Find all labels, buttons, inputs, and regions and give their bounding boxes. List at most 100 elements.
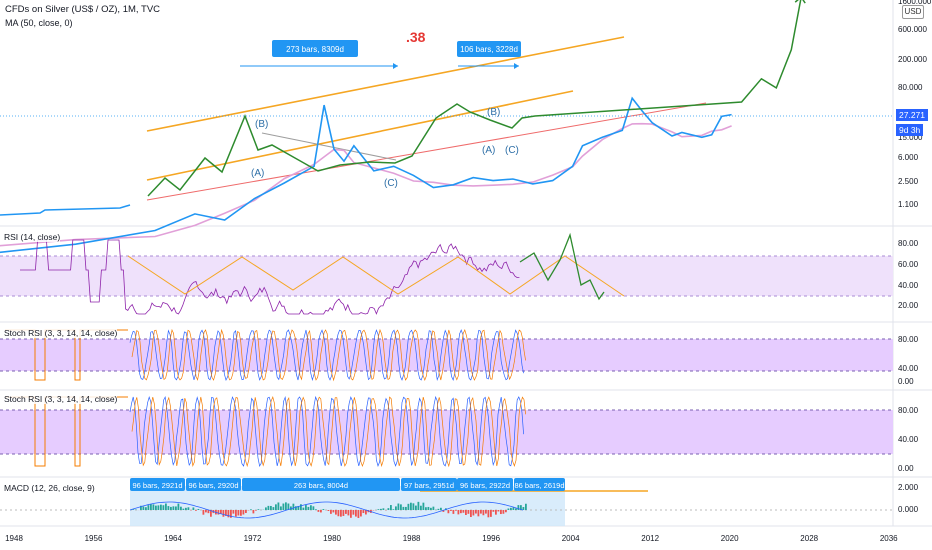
macd-range-box-2 xyxy=(185,486,241,526)
macd-bar xyxy=(250,509,252,510)
macd-bar xyxy=(175,506,177,510)
correction-trend-line xyxy=(261,132,397,161)
macd-bar xyxy=(417,501,420,510)
macd-bar xyxy=(145,507,147,510)
macd-bar xyxy=(475,510,477,514)
macd-bar xyxy=(522,506,525,510)
macd-bar xyxy=(237,510,240,516)
macd-bar xyxy=(352,510,355,515)
symbol-title[interactable]: CFDs on Silver (US$ / OZ), 1M, TVC xyxy=(5,4,161,15)
macd-bar xyxy=(517,505,520,510)
macd-bar xyxy=(252,510,255,514)
ma-legend[interactable]: MA (50, close, 0) xyxy=(5,18,73,28)
macd-range-box-3 xyxy=(241,486,400,526)
macd-bar xyxy=(257,509,260,510)
macd-bar xyxy=(195,510,197,511)
macd-range-label-text: 96 bars, 2920d xyxy=(188,481,238,490)
stoch2-tick-label: 40.00 xyxy=(898,435,919,444)
price-series xyxy=(0,96,732,254)
stoch2-tick-label: 80.00 xyxy=(898,406,919,415)
range-arrow-2 xyxy=(458,63,519,69)
macd-bar xyxy=(157,505,160,510)
stoch2-layer-d-line xyxy=(131,396,526,468)
time-tick-label: 2012 xyxy=(641,534,659,543)
macd-bar xyxy=(227,510,230,518)
wave-label-c2: (C) xyxy=(505,145,519,156)
last-price-tag: 27.271 xyxy=(896,109,928,121)
time-tick-label: 2028 xyxy=(800,534,818,543)
macd-bar xyxy=(245,510,247,513)
macd-bar xyxy=(230,510,232,518)
wave-labels: (B) (A) (C) (B) (A) (C) xyxy=(251,107,519,189)
macd-bar xyxy=(380,508,382,510)
macd-bar xyxy=(220,510,222,514)
macd-bar xyxy=(140,505,142,510)
projection-arrowhead xyxy=(794,0,806,4)
macd-bar xyxy=(377,509,380,510)
rsi-zigzag xyxy=(127,255,625,297)
macd-bar xyxy=(162,505,165,510)
currency-badge[interactable]: USD xyxy=(902,5,924,19)
macd-bar xyxy=(132,509,135,510)
channel-upper-line xyxy=(146,36,625,132)
stoch1-pane-title[interactable]: Stoch RSI (3, 3, 14, 14, close) xyxy=(4,328,118,338)
time-tick-label: 2004 xyxy=(562,534,580,543)
rsi-pane-title[interactable]: RSI (14, close) xyxy=(4,232,61,242)
macd-bar xyxy=(192,507,195,510)
macd-bar xyxy=(495,510,497,515)
countdown-tag: 9d 3h xyxy=(896,124,924,136)
macd-bar xyxy=(360,510,362,517)
macd-bar xyxy=(420,505,422,510)
macd-range-label-bg xyxy=(457,478,513,491)
macd-bar xyxy=(267,505,270,510)
macd-bar xyxy=(167,506,170,510)
fib-level-label: .38 xyxy=(406,29,426,45)
time-tick-label: 1980 xyxy=(323,534,341,543)
macd-bar xyxy=(437,508,440,510)
price-tick-label: 600.000 xyxy=(898,25,927,34)
macd-bar xyxy=(502,510,505,514)
macd-bar xyxy=(305,505,307,510)
macd-bar xyxy=(457,510,460,515)
macd-bar xyxy=(282,503,285,510)
rsi-line xyxy=(20,239,520,315)
macd-bar xyxy=(430,507,432,510)
macd-bar xyxy=(365,510,367,515)
macd-range-box-4 xyxy=(400,486,457,526)
macd-range-label-bg xyxy=(514,478,565,491)
macd-bar xyxy=(482,510,485,516)
price-line-early xyxy=(0,204,131,216)
time-tick-label: 1964 xyxy=(164,534,182,543)
macd-bar xyxy=(387,508,390,510)
rsi-tick-label: 20.00 xyxy=(898,301,919,310)
stoch2-band xyxy=(0,410,893,454)
channel-middle-line xyxy=(146,90,574,181)
macd-bar xyxy=(232,510,235,514)
price-tick-label: 80.000 xyxy=(898,83,923,92)
macd-bar xyxy=(197,508,200,510)
macd-range-label-text: 86 bars, 2619d xyxy=(514,481,564,490)
macd-bar xyxy=(357,510,360,518)
price-tick-label: 1.100 xyxy=(898,200,919,209)
range-arrow-1 xyxy=(240,63,398,69)
macd-bar xyxy=(142,506,145,510)
macd-bar xyxy=(337,510,340,517)
macd-bar xyxy=(285,502,287,510)
macd-pane-title[interactable]: MACD (12, 26, close, 9) xyxy=(4,483,95,493)
macd-bar xyxy=(515,508,517,510)
stoch1-layer-d-line xyxy=(131,328,526,382)
macd-bar xyxy=(465,510,467,515)
macd-bar xyxy=(467,510,470,514)
stoch2-pane-title[interactable]: Stoch RSI (3, 3, 14, 14, close) xyxy=(4,394,118,404)
macd-bar xyxy=(270,505,272,510)
macd-range-label-bg xyxy=(242,478,400,491)
macd-bar xyxy=(290,506,292,510)
wave-label-a1: (A) xyxy=(251,168,264,179)
stoch1-tick-label: 80.00 xyxy=(898,335,919,344)
macd-range-labels: 96 bars, 2921d 96 bars, 2920d 263 bars, 80… xyxy=(130,478,565,491)
macd-bar xyxy=(362,510,365,514)
macd-bar xyxy=(320,510,322,513)
rsi-tick-label: 60.00 xyxy=(898,260,919,269)
macd-bar xyxy=(297,506,300,510)
